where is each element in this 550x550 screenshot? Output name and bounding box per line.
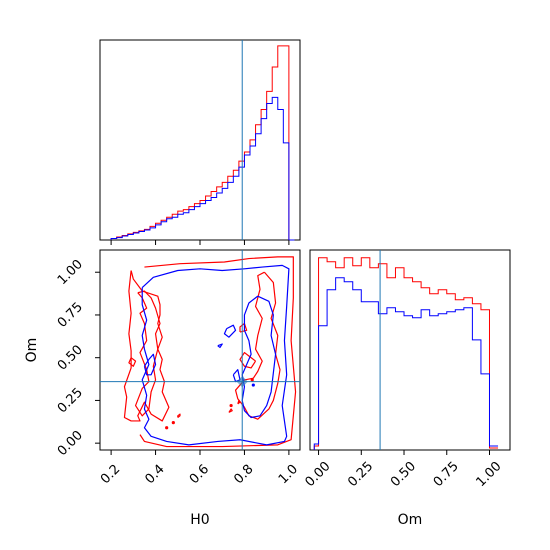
om-x-tick-label-2: 0.50 (388, 459, 419, 490)
x-axis-label-om: Om (398, 512, 423, 528)
om-y-tick-label-3: 0.75 (55, 300, 86, 331)
contour-blue-2 (143, 353, 157, 376)
om-y-tick-label-2: 0.50 (55, 343, 86, 374)
x-axis-label-h0: H0 (190, 512, 209, 528)
contour-red-3 (234, 271, 281, 420)
om-hist-red (313, 257, 499, 450)
h0-x-tick-label-0: 0.2 (98, 462, 123, 487)
om-x-tick-label-1: 0.25 (345, 459, 376, 490)
h0-x-tick-label-3: 0.8 (231, 462, 256, 487)
om-y-tick-label-1: 0.25 (55, 385, 86, 416)
h0-x-tick-label-1: 0.4 (142, 462, 167, 487)
contour-blue-3 (223, 324, 237, 338)
om-hist-blue (313, 277, 499, 450)
contour-blue-0 (141, 264, 290, 446)
truth-marker (236, 375, 248, 388)
contour-blue-5 (217, 343, 223, 349)
contour-red-6 (128, 357, 137, 367)
contour-dot-red-3 (250, 378, 254, 382)
om-hist-frame (309, 249, 511, 451)
om-x-tick-label-0: 0.00 (303, 459, 334, 490)
contour-red-1 (139, 256, 297, 448)
ticks: 0.2 0.4 0.6 0.8 1.0 0.00 0.25 0.50 0.75 1.000.000… (55, 240, 505, 490)
contour-dot-blue-0 (251, 383, 255, 387)
contour-dot-red-0 (165, 426, 169, 430)
om-x-tick-label-4: 1.00 (473, 459, 504, 490)
contour-red-0 (123, 270, 170, 422)
contour-dot-red-1 (171, 421, 175, 425)
h0-hist-frame (99, 39, 301, 241)
contour-red-9 (237, 399, 241, 405)
contour-red-2 (134, 290, 161, 417)
h0-hist-blue (110, 96, 295, 241)
contour-red-7 (177, 413, 181, 418)
h0-histograms (110, 45, 295, 241)
contour-red-8 (228, 408, 233, 413)
om-x-tick-label-3: 0.75 (431, 459, 462, 490)
y-axis-label-om: Om (24, 338, 40, 363)
h0-x-tick-label-4: 1.0 (276, 462, 301, 487)
joint-contours (123, 256, 297, 448)
om-y-tick-label-4: 1.00 (55, 257, 86, 288)
contour-blue-1 (241, 295, 277, 419)
contour-red-4 (239, 351, 257, 369)
contour-red-5 (239, 322, 248, 333)
om-y-tick-label-0: 0.00 (55, 428, 86, 459)
h0-x-tick-label-2: 0.6 (187, 462, 212, 487)
contour-dot-red-2 (229, 403, 233, 408)
h0-hist-red (110, 45, 295, 241)
truth-lines (100, 40, 381, 450)
om-histograms (313, 257, 499, 450)
